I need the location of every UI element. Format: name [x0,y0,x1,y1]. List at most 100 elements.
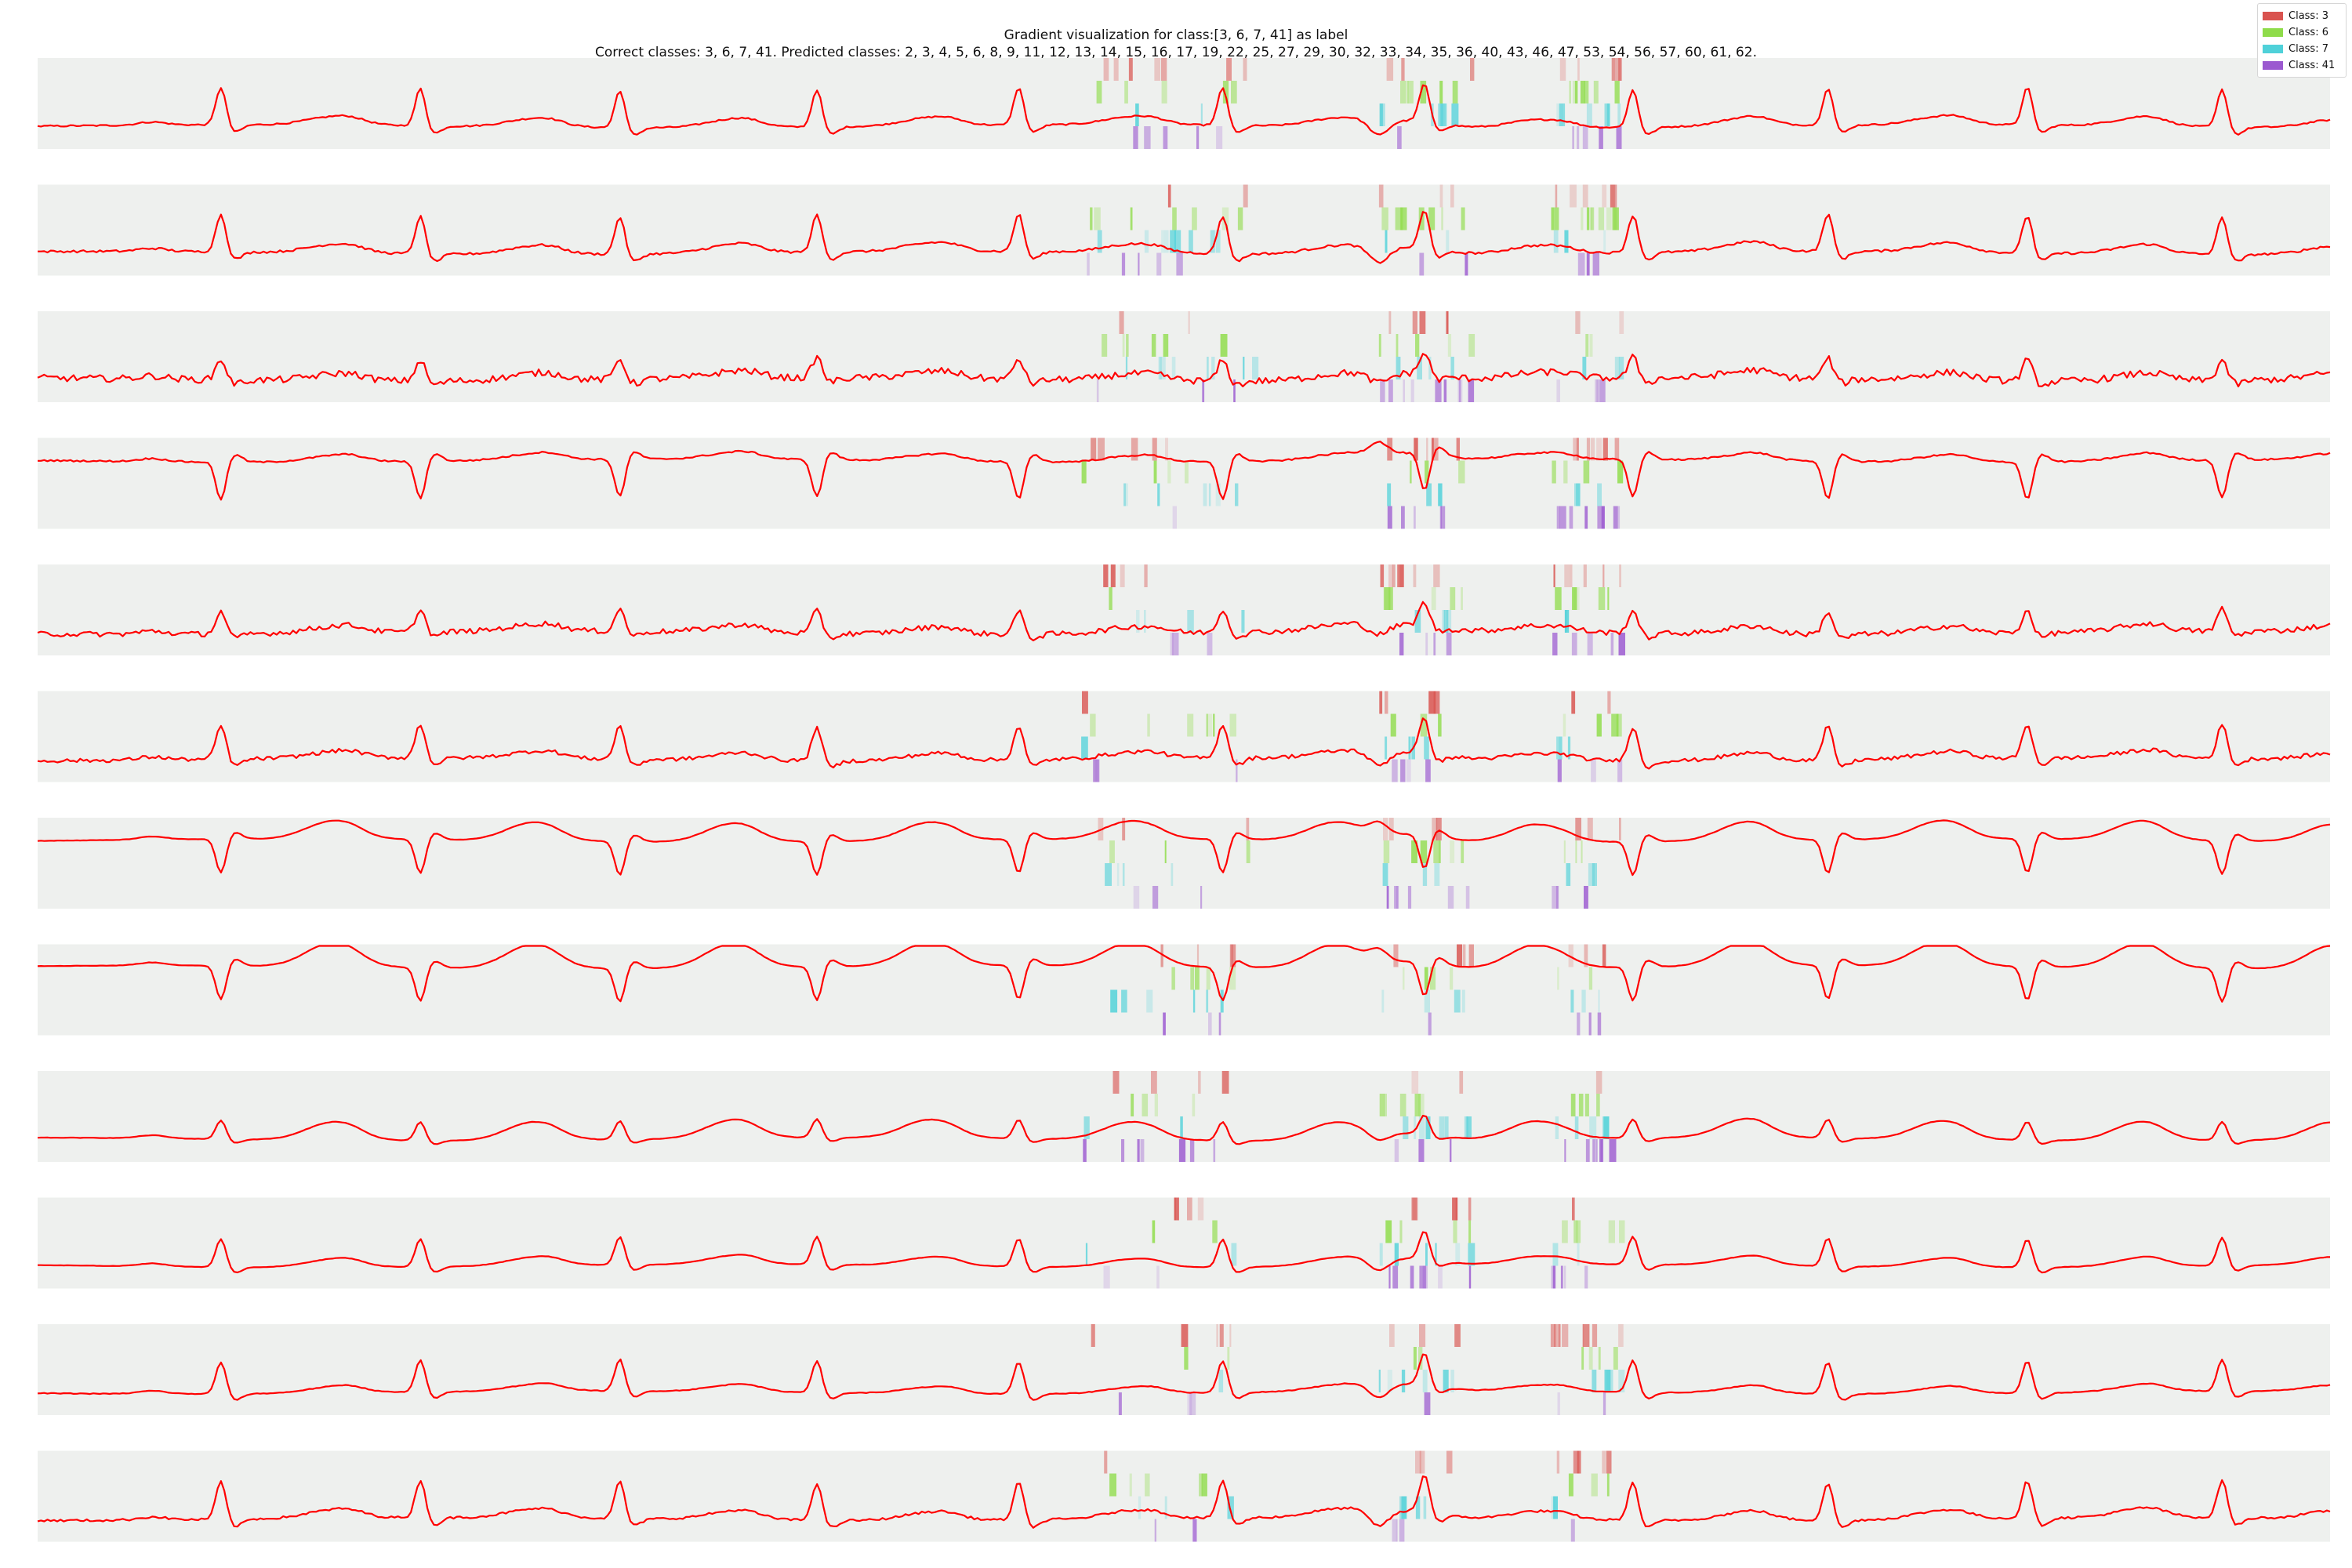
lead-panel-1 [37,58,2331,149]
gradient-stripe [1589,1116,1597,1139]
gradient-stripe [1458,460,1465,484]
gradient-stripe [1176,252,1183,276]
gradient-stripe [1219,1324,1224,1347]
lead-panel-background [38,691,2330,782]
gradient-stripe [1220,334,1228,357]
gradient-stripe [1397,126,1402,149]
gradient-stripe [1468,944,1474,967]
gradient-stripe [1556,103,1563,126]
gradient-stripe [1552,886,1559,909]
gradient-stripe [1396,357,1401,379]
gradient-stripe [1189,1392,1196,1415]
gradient-stripe [1231,944,1233,967]
gradient-stripe [1129,1473,1132,1497]
ecg-signal-line [37,1115,2331,1145]
gradient-stripe [1431,587,1436,610]
gradient-stripe [1420,713,1428,737]
gradient-stripe [1566,863,1571,886]
gradient-stripe [1216,126,1223,149]
gradient-stripe [1572,1197,1575,1221]
gradient-stripe [1422,863,1428,886]
gradient-stripe [1392,1519,1398,1542]
gradient-stripe [1237,207,1243,230]
gradient-stripe [1559,506,1566,529]
lead-panel-5 [37,564,2331,655]
gradient-stripe [1569,506,1573,529]
gradient-stripe [1551,207,1555,230]
gradient-stripe [1611,58,1616,81]
gradient-stripe [1419,252,1425,276]
gradient-stripe [1613,506,1621,529]
lead-panel-background [38,944,2330,1036]
gradient-stripe [1401,1496,1407,1519]
gradient-stripe [1613,207,1617,230]
gradient-stripe [1582,1324,1590,1347]
gradient-stripe [1212,1220,1218,1243]
gradient-stripe [1403,967,1405,990]
gradient-stripe [1584,506,1588,529]
gradient-stripe [1190,967,1194,990]
gradient-stripe [1410,379,1414,402]
gradient-stripe [1433,691,1440,714]
gradient-stripe [1218,1370,1224,1392]
gradient-stripe [1556,379,1560,402]
gradient-stripe [1385,230,1388,253]
gradient-stripe [1453,1220,1457,1243]
gradient-stripe [1418,1116,1425,1139]
gradient-stripe [1598,989,1600,1013]
gradient-stripe [1562,1324,1569,1347]
gradient-stripe [1113,58,1119,81]
gradient-stripe [1425,759,1431,782]
gradient-stripe [1450,587,1456,610]
gradient-stripe [1161,230,1163,253]
gradient-stripe [1198,1071,1201,1094]
gradient-stripe [1581,989,1586,1013]
gradient-stripe [1440,103,1447,126]
gradient-stripe [1145,1473,1150,1497]
gradient-stripe [1206,989,1209,1013]
ecg-signal-line [38,1231,2330,1274]
gradient-stripe [1456,437,1460,461]
gradient-stripe [1213,1139,1216,1162]
gradient-stripe [1455,1243,1461,1266]
gradient-stripe [1425,460,1429,484]
gradient-stripe [1465,252,1468,276]
gradient-stripe [1192,1094,1196,1116]
gradient-stripe [1384,1094,1387,1116]
gradient-stripe [1379,1094,1385,1116]
gradient-stripe [1602,944,1606,967]
gradient-stripe [1383,818,1388,840]
gradient-stripe [1154,58,1161,81]
gradient-stripe [1587,818,1593,840]
gradient-stripe [1419,1265,1426,1289]
gradient-stripe [1428,1012,1432,1036]
gradient-stripe [1203,483,1207,506]
gradient-stripe [1562,1220,1568,1243]
gradient-stripe [1163,1012,1166,1036]
gradient-stripe [1406,81,1409,103]
gradient-stripe [1189,230,1193,253]
gradient-stripe [1419,1324,1426,1347]
legend-label-class-3: Class: 3 [2288,10,2328,22]
gradient-stripe [1385,1220,1392,1243]
gradient-stripe [1126,334,1129,357]
gradient-stripe [1412,311,1417,334]
gradient-stripe [1386,886,1389,909]
gradient-stripe [1401,506,1405,529]
gradient-stripe [1428,357,1432,379]
gradient-stripe [1557,967,1559,990]
gradient-stripe [1167,460,1171,484]
gradient-stripe [1446,311,1448,334]
gradient-stripe [1394,886,1398,909]
gradient-stripe [1590,207,1595,230]
gradient-stripe [1414,610,1421,633]
gradient-stripe [1425,1243,1428,1266]
gradient-stripe [1406,759,1411,782]
lead-panel-background [38,818,2330,909]
gradient-stripe [1582,126,1588,149]
gradient-stripe [1243,58,1247,81]
gradient-stripe [1156,252,1162,276]
gradient-stripe [1199,1473,1203,1497]
gradient-stripe [1399,207,1403,230]
